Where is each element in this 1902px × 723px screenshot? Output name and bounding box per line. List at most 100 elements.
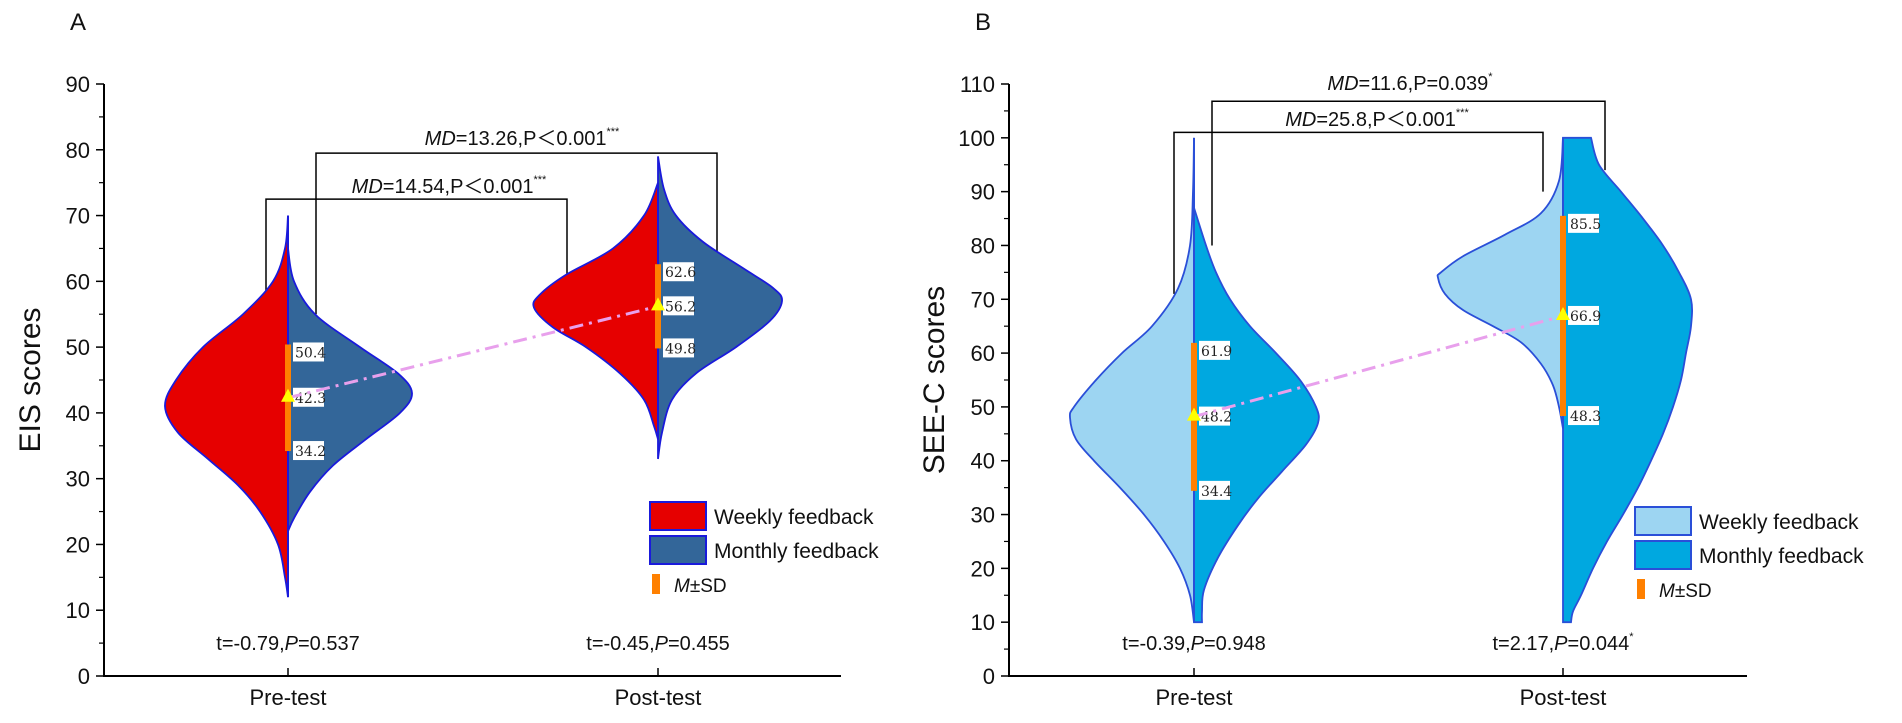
comparison-bracket [1211,100,1606,246]
value-label: 48.2 [1201,410,1232,426]
value-label-box [293,441,324,461]
y-tick-label: 60 [66,269,90,294]
y-tick-label: 80 [971,233,995,258]
y-tick-label: 100 [958,126,995,151]
x-tick-label: Post-test [1520,685,1607,710]
legend-swatch-monthly [1634,540,1692,570]
y-tick-label: 10 [971,610,995,635]
md-label: MD [1327,73,1358,95]
value-label-box [663,262,694,282]
monthly-violin-half [287,248,413,532]
x-tick-label: Post-test [615,685,702,710]
y-tick-label: 30 [66,467,90,492]
t-test-part: P [285,633,299,655]
value-label-box [663,338,694,358]
value-label-box [1568,305,1599,325]
value-label-box [1199,340,1230,360]
legend: Weekly feedback Monthly feedback M±SD [649,501,879,597]
weekly-violin-half [164,215,289,598]
weekly-violin-half [1436,137,1564,429]
value-label: 85.5 [1570,217,1601,233]
y-tick-label: 40 [971,449,995,474]
y-tick-label: 0 [78,664,90,689]
legend-swatch-weekly [649,501,707,531]
mean-trend-line [1193,314,1564,419]
value-label: 34.4 [1201,484,1232,500]
legend-swatch-weekly [1634,506,1692,536]
comparison-bracket [1173,131,1544,294]
t-test-part: =0.455 [668,633,730,655]
value-label-box [1199,480,1230,500]
y-tick-label: 90 [971,180,995,205]
y-axis-title: EIS scores [14,307,47,452]
value-label: 42.3 [295,391,326,407]
md-value: =25.8,P＜0.001 [1316,109,1456,131]
panel-label: B [975,9,991,36]
y-axis-title: SEE-C scores [918,286,951,474]
t-test-label: t=2.17,P=0.044* [1492,631,1634,655]
comparison-label: MD=11.6,P=0.039* [1327,71,1493,95]
significance-stars: * [1488,71,1493,83]
panel-b: B SEE-C scores 0 10 20 30 40 50 60 70 80 90 100 110 MD… [918,9,1864,710]
t-test-part: t=-0.39, [1122,633,1190,655]
value-label-box [1199,406,1230,426]
md-label: MD [352,176,383,198]
t-test-part: P [655,633,669,655]
t-test-part: =0.537 [298,633,360,655]
legend-swatch-msd [1637,579,1645,599]
t-test-part: =0.044 [1568,633,1630,655]
value-label: 48.3 [1570,409,1601,425]
x-tick-label: Pre-test [1155,685,1232,710]
legend-label: Monthly feedback [1699,545,1864,568]
legend-swatch-msd [652,574,660,594]
value-label-box [1568,406,1599,426]
mean-trend-line [287,304,659,400]
y-tick-label: 90 [66,72,90,97]
t-test-part: t=-0.79, [216,633,284,655]
legend-label-msd: M±SD [1659,581,1712,602]
y-tick-label: 0 [983,664,995,689]
comparison-bracket [315,152,718,315]
md-value: =11.6,P=0.039 [1359,73,1489,95]
msd-rest: ±SD [690,576,727,597]
md-value: =14.54,P＜0.001 [383,176,534,198]
msd-italic: M [674,576,690,597]
y-tick-label: 110 [960,72,995,97]
legend-swatch-monthly [649,535,707,565]
value-label: 49.8 [665,341,696,357]
t-test-part: P [1554,633,1568,655]
monthly-violin-half [657,156,783,460]
significance-stars: *** [533,174,547,186]
comparison-bracket [265,198,568,302]
t-test-label: t=-0.45,P=0.455 [586,633,729,655]
value-label: 62.6 [665,265,696,281]
t-test-label: t=-0.79,P=0.537 [216,633,359,655]
md-value: =13.26,P＜0.001 [456,128,607,150]
legend-label: Monthly feedback [714,540,879,563]
value-label: 66.9 [1570,309,1601,325]
y-tick-label: 20 [66,532,90,557]
value-label-box [1568,213,1599,233]
value-label: 56.2 [665,299,696,315]
significance-stars: *** [1456,107,1470,119]
significance-stars: *** [606,126,620,138]
y-tick-label: 20 [971,556,995,581]
value-label-box [293,387,324,407]
y-tick-label: 60 [971,341,995,366]
y-tick-label: 70 [66,204,90,229]
t-test-part: =0.948 [1204,633,1266,655]
comparison-label: MD=25.8,P＜0.001*** [1285,107,1469,131]
panel-label: A [70,9,86,36]
value-label: 34.2 [295,444,326,460]
y-tick-label: 40 [66,401,90,426]
mean-marker-triangle [651,297,665,311]
legend-label-msd: M±SD [674,576,727,597]
msd-rest: ±SD [1675,581,1712,602]
y-tick-label: 50 [971,395,995,420]
t-test-part: t=-0.45, [586,633,654,655]
t-test-part: t=2.17, [1492,633,1554,655]
value-label-box [663,296,694,316]
legend: Weekly feedback Monthly feedback M±SD [1634,506,1864,602]
